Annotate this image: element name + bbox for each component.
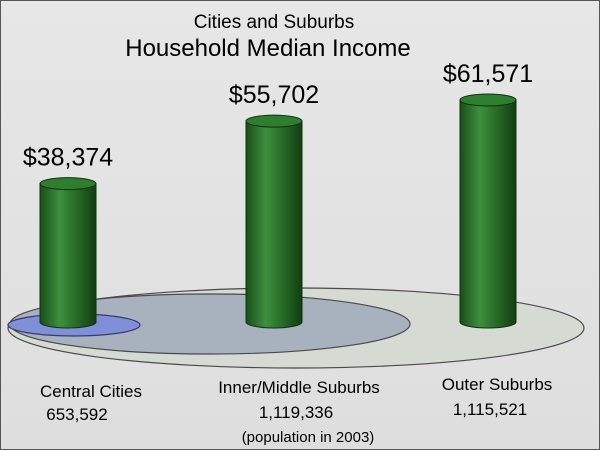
- chart-title: Household Median Income: [125, 35, 411, 62]
- population-label-inner-middle-suburbs: 1,119,336: [259, 403, 333, 422]
- value-label-inner-middle-suburbs: $55,702: [229, 81, 319, 109]
- bar-outer-suburbs: [459, 99, 517, 329]
- bars-group: $38,374 $55,702 $61,571: [23, 60, 533, 329]
- value-label-central-cities: $38,374: [23, 144, 113, 172]
- population-label-outer-suburbs: 1,115,521: [453, 400, 527, 419]
- population-label-central-cities: 653,592: [46, 405, 107, 424]
- bar-central-cities: [39, 183, 97, 329]
- category-label-central-cities: Central Cities: [40, 382, 142, 401]
- bar-cap-central-cities: [39, 177, 97, 191]
- value-label-outer-suburbs: $61,571: [443, 60, 533, 88]
- population-note: (population in 2003): [242, 429, 375, 446]
- category-label-outer-suburbs: Outer Suburbs: [442, 375, 553, 394]
- bar-cap-inner-middle-suburbs: [245, 114, 303, 128]
- bar-inner-middle-suburbs: [245, 120, 303, 329]
- chart-subtitle: Cities and Suburbs: [194, 12, 355, 33]
- bar-cap-outer-suburbs: [459, 93, 517, 107]
- category-label-inner-middle-suburbs: Inner/Middle Suburbs: [218, 378, 380, 397]
